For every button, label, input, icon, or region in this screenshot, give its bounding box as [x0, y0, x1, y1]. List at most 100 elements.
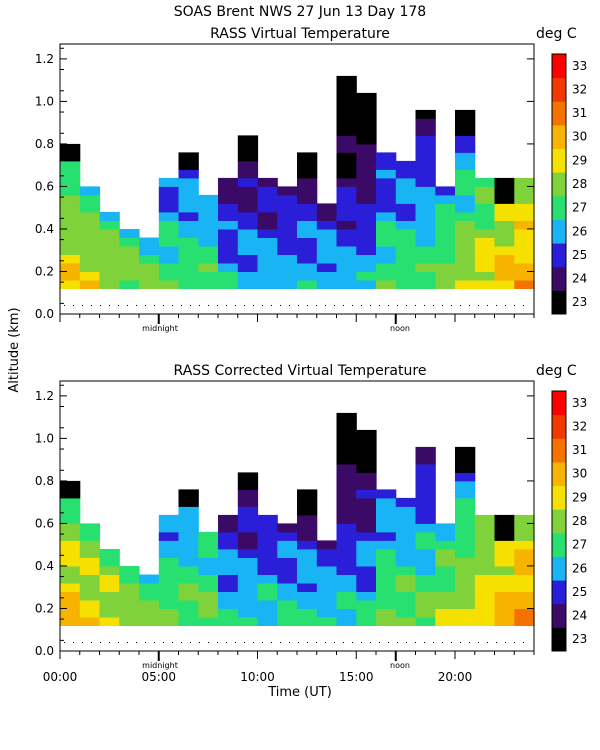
heatmap-cell	[376, 152, 397, 162]
heatmap-cell	[435, 237, 456, 247]
heatmap-cell	[297, 254, 318, 264]
heatmap-cell	[237, 194, 259, 204]
heatmap-cell	[474, 557, 496, 567]
heatmap-cell	[60, 203, 81, 213]
heatmap-cell	[474, 177, 496, 187]
heatmap-cell	[356, 186, 377, 196]
heatmap-cell	[336, 118, 357, 128]
heatmap-cell	[336, 421, 357, 431]
heatmap-cell	[198, 591, 219, 601]
heatmap-cell	[415, 566, 436, 575]
heatmap-cell	[79, 220, 101, 230]
heatmap-cell	[99, 271, 120, 281]
heatmap-cell	[79, 540, 101, 550]
heatmap-cell	[237, 186, 259, 196]
heatmap-cell	[415, 109, 436, 119]
heatmap-cell	[474, 514, 496, 524]
heatmap-cell	[395, 229, 417, 238]
colorbar-label: 27	[572, 201, 587, 215]
heatmap-cell	[356, 446, 377, 456]
heatmap-cell	[514, 608, 535, 618]
heatmap-cell	[257, 271, 278, 281]
heatmap-cell	[455, 246, 476, 255]
heatmap-cell	[395, 237, 417, 247]
heatmap-cell	[297, 186, 318, 196]
heatmap-cell	[99, 263, 120, 272]
heatmap-cell	[139, 254, 160, 264]
heatmap-cell	[158, 549, 180, 558]
heatmap-cell	[435, 540, 456, 550]
heatmap-cell	[79, 574, 101, 584]
heatmap-cell	[218, 608, 239, 618]
heatmap-cell	[237, 160, 259, 170]
heatmap-cell	[79, 591, 101, 601]
heatmap-cell	[79, 523, 101, 533]
heatmap-cell	[356, 220, 377, 230]
heatmap-cell	[218, 254, 239, 264]
heatmap-cell	[277, 271, 298, 281]
heatmap-cell	[514, 246, 535, 255]
heatmap-cell	[297, 557, 318, 567]
colorbar-swatch	[552, 414, 566, 439]
heatmap-cell	[455, 489, 476, 499]
heatmap-cell	[356, 126, 377, 136]
colorbar-swatch	[552, 290, 566, 315]
heatmap-cell	[218, 566, 239, 575]
heatmap-cell	[257, 617, 278, 626]
heatmap-cell	[79, 212, 101, 221]
heatmap-cell	[237, 254, 259, 264]
heatmap-cell	[494, 203, 515, 213]
heatmap-cell	[277, 237, 298, 247]
heatmap-cell	[336, 109, 357, 119]
heatmap-cell	[514, 540, 535, 550]
heatmap-cell	[336, 237, 357, 247]
heatmap-cell	[257, 583, 278, 592]
heatmap-cell	[178, 229, 199, 238]
heatmap-cell	[455, 472, 476, 482]
heatmap-cell	[119, 600, 140, 609]
heatmap-cell	[218, 531, 239, 541]
heatmap-cell	[455, 280, 476, 289]
heatmap-cell	[376, 220, 397, 230]
heatmap-cell	[395, 254, 417, 264]
heatmap-cell	[277, 523, 298, 533]
heatmap-cell	[336, 574, 357, 584]
heatmap-cell	[60, 497, 81, 507]
heatmap-cell	[336, 583, 357, 592]
heatmap-cell	[297, 497, 318, 507]
heatmap-cell	[376, 583, 397, 592]
heatmap-cell	[336, 229, 357, 238]
colorbar-swatch	[552, 148, 566, 173]
heatmap-cell	[356, 229, 377, 238]
heatmap-cell	[237, 271, 259, 281]
heatmap-cell	[415, 126, 436, 136]
colorbar-swatch	[552, 243, 566, 268]
heatmap-cell	[237, 514, 259, 524]
heatmap-cell	[297, 194, 318, 204]
heatmap-cell	[99, 557, 120, 567]
heatmap-cell	[455, 608, 476, 618]
y-axis-title: Altitude (km)	[7, 307, 22, 392]
heatmap-cell	[237, 280, 259, 289]
heatmap-cell	[415, 280, 436, 289]
heatmap-cell	[60, 254, 81, 264]
heatmap-cell	[376, 186, 397, 196]
heatmap-cell	[455, 531, 476, 541]
heatmap-cell	[336, 254, 357, 264]
heatmap-cell	[514, 254, 535, 264]
heatmap-cell	[60, 271, 81, 281]
heatmap-cell	[237, 574, 259, 584]
x-tick-label: 05:00	[141, 670, 176, 684]
heatmap-cell	[198, 220, 219, 230]
heatmap-cell	[356, 429, 377, 439]
heatmap-cell	[376, 280, 397, 289]
heatmap-cell	[514, 229, 535, 238]
heatmap-cell	[237, 229, 259, 238]
heatmap-cell	[198, 549, 219, 558]
heatmap-cell	[415, 463, 436, 473]
heatmap-cell	[356, 574, 377, 584]
heatmap-cell	[158, 237, 180, 247]
heatmap-cell	[474, 212, 496, 221]
heatmap-cell	[474, 617, 496, 626]
noon-marker: noon	[390, 324, 410, 333]
